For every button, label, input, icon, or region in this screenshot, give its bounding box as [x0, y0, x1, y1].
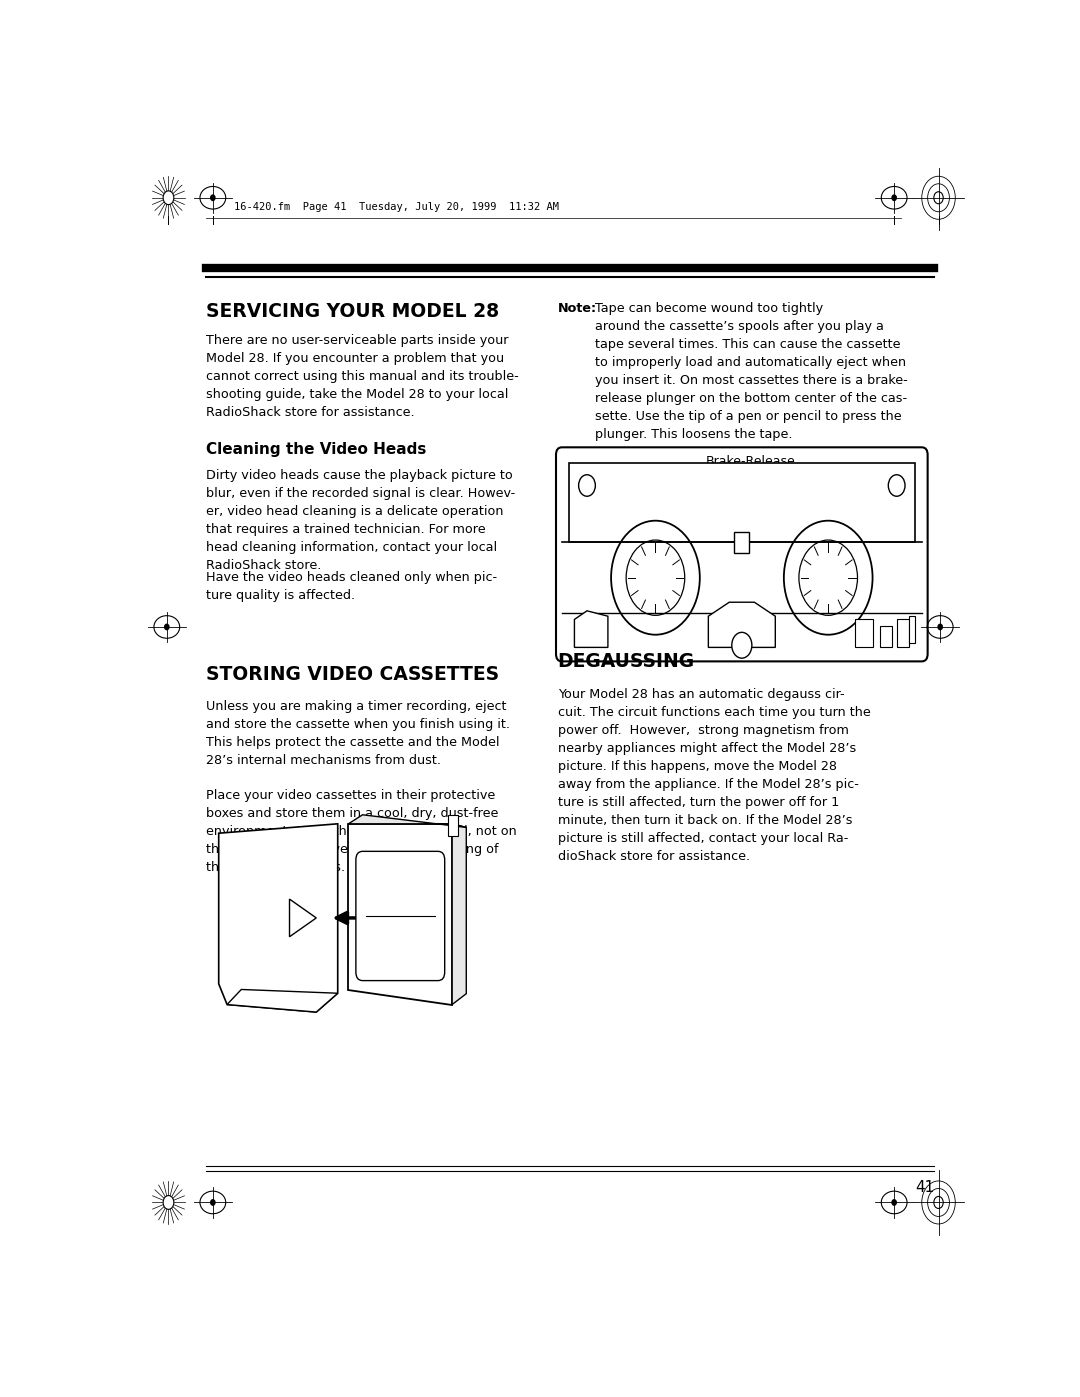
Circle shape: [163, 191, 174, 204]
Text: 41: 41: [915, 1180, 934, 1194]
Polygon shape: [218, 824, 338, 1011]
Text: SERVICING YOUR MODEL 28: SERVICING YOUR MODEL 28: [206, 302, 499, 321]
Circle shape: [164, 624, 168, 630]
Text: Unless you are making a timer recording, eject
and store the cassette when you f: Unless you are making a timer recording,…: [206, 700, 510, 767]
Text: There are no user-serviceable parts inside your
Model 28. If you encounter a pro: There are no user-serviceable parts insi…: [206, 334, 518, 419]
Polygon shape: [909, 616, 915, 643]
Circle shape: [211, 1200, 215, 1206]
Bar: [568, 464, 915, 542]
Text: Note:: Note:: [557, 302, 597, 316]
Polygon shape: [227, 989, 338, 1011]
Text: 16-420.fm  Page 41  Tuesday, July 20, 1999  11:32 AM: 16-420.fm Page 41 Tuesday, July 20, 1999…: [233, 203, 558, 212]
Bar: [448, 814, 458, 837]
Text: Tape can become wound too tightly
around the cassette’s spools after you play a
: Tape can become wound too tightly around…: [594, 302, 907, 441]
Polygon shape: [349, 814, 467, 827]
FancyBboxPatch shape: [556, 447, 928, 661]
Bar: [734, 532, 750, 553]
Polygon shape: [708, 602, 775, 647]
Text: DEGAUSSING: DEGAUSSING: [557, 651, 694, 671]
Text: Dirty video heads cause the playback picture to
blur, even if the recorded signa: Dirty video heads cause the playback pic…: [206, 469, 515, 571]
Text: Place your video cassettes in their protective
boxes and store them in a cool, d: Place your video cassettes in their prot…: [206, 789, 517, 875]
Text: Your Model 28 has an automatic degauss cir-
cuit. The circuit functions each tim: Your Model 28 has an automatic degauss c…: [557, 689, 870, 863]
Circle shape: [163, 1196, 174, 1210]
Text: Brake-Release
Plunger: Brake-Release Plunger: [706, 455, 796, 483]
Bar: [880, 626, 892, 647]
Polygon shape: [289, 900, 316, 937]
FancyBboxPatch shape: [356, 851, 445, 981]
Polygon shape: [453, 824, 467, 1004]
Circle shape: [892, 196, 896, 201]
Circle shape: [732, 633, 752, 658]
Circle shape: [892, 1200, 896, 1206]
Polygon shape: [349, 824, 453, 1004]
Text: Cleaning the Video Heads: Cleaning the Video Heads: [206, 441, 427, 457]
Circle shape: [211, 196, 215, 201]
Polygon shape: [575, 610, 608, 647]
Text: Have the video heads cleaned only when pic-
ture quality is affected.: Have the video heads cleaned only when p…: [206, 571, 497, 602]
Bar: [896, 619, 909, 647]
Text: STORING VIDEO CASSETTES: STORING VIDEO CASSETTES: [206, 665, 499, 683]
Bar: [855, 619, 874, 647]
Circle shape: [939, 624, 943, 630]
